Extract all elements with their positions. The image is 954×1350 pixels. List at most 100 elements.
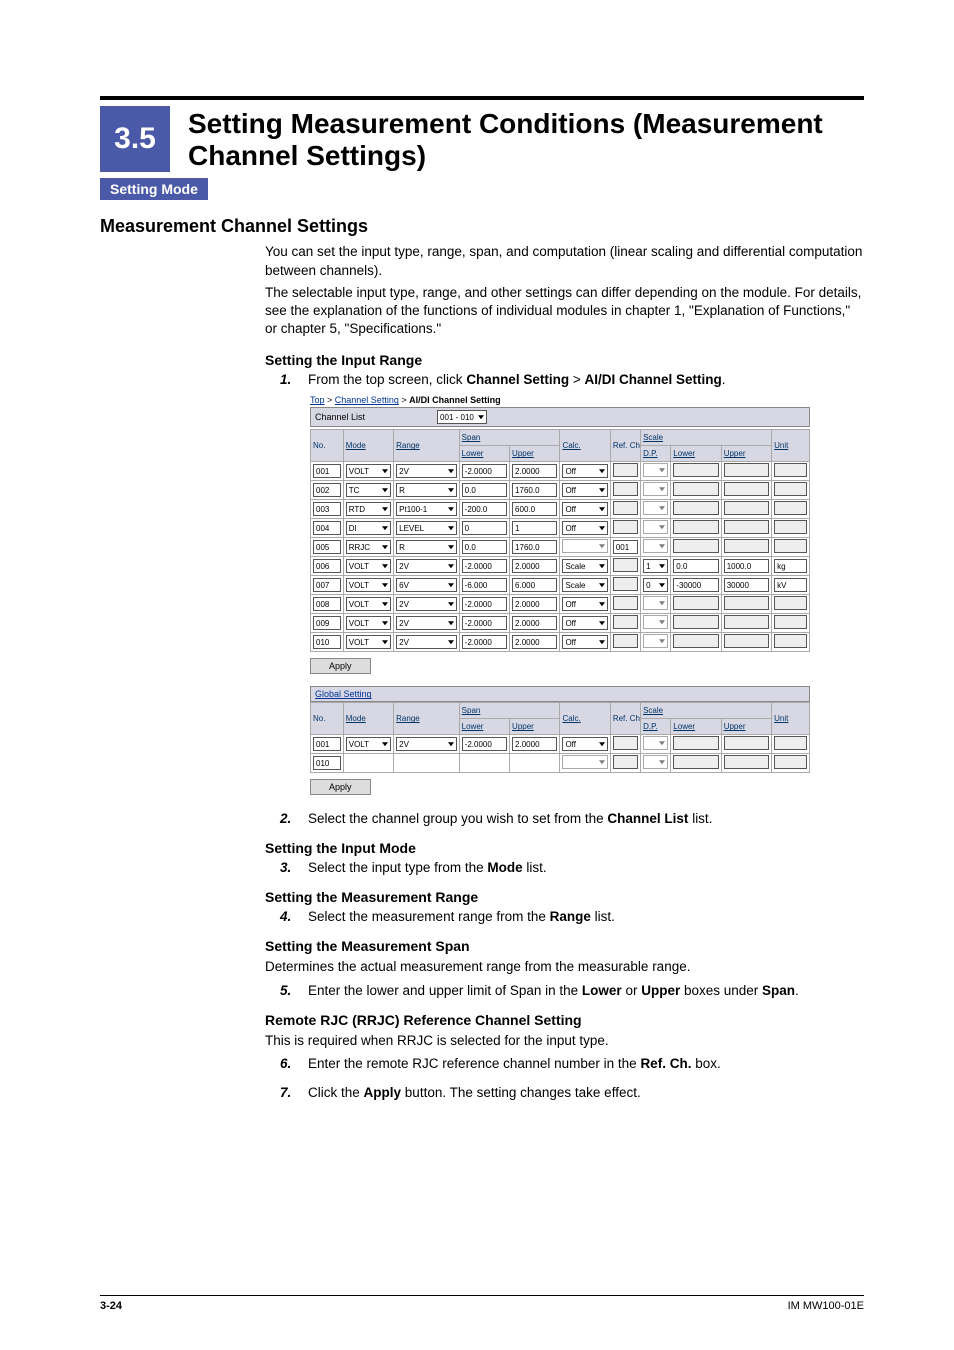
breadcrumb-top[interactable]: Top [310,395,325,405]
cell-scale-lower[interactable] [671,735,721,754]
cell-refch[interactable] [610,614,640,633]
cell-lower[interactable]: -6.000 [459,576,509,595]
cell-unit[interactable]: kV [772,576,810,595]
col-scale[interactable]: Scale [641,430,772,446]
cell-calc[interactable]: Off [560,500,610,519]
cell-refch[interactable] [610,576,640,595]
cell-range[interactable]: 2V [394,557,460,576]
cell-scale-lower[interactable] [671,614,721,633]
global-setting-header[interactable]: Global Setting [310,686,810,702]
cell-scale-lower[interactable] [671,481,721,500]
cell-unit[interactable] [772,595,810,614]
cell-calc[interactable] [560,754,610,773]
cell-lower[interactable]: -2.0000 [459,633,509,652]
cell-dp[interactable] [641,481,671,500]
cell-mode[interactable]: DI [343,519,393,538]
cell-dp[interactable] [641,754,671,773]
cell-unit[interactable] [772,614,810,633]
cell-upper[interactable]: 2.0000 [510,462,560,481]
cell-calc[interactable]: Off [560,519,610,538]
cell-refch[interactable] [610,519,640,538]
cell-refch[interactable]: 001 [610,538,640,557]
cell-calc[interactable]: Off [560,481,610,500]
col-scale-lower[interactable]: Lower [671,446,721,462]
cell-upper[interactable]: 600.0 [510,500,560,519]
cell-lower[interactable]: 0 [459,519,509,538]
cell-upper[interactable] [510,754,560,773]
cell-refch[interactable] [610,481,640,500]
cell-unit[interactable] [772,754,810,773]
cell-lower[interactable]: -2.0000 [459,595,509,614]
cell-range[interactable]: 2V [394,462,460,481]
cell-mode[interactable]: VOLT [343,633,393,652]
cell-calc[interactable]: Off [560,614,610,633]
cell-scale-upper[interactable] [721,519,771,538]
cell-scale-lower[interactable] [671,519,721,538]
cell-scale-upper[interactable] [721,462,771,481]
cell-scale-lower[interactable] [671,538,721,557]
cell-unit[interactable] [772,500,810,519]
cell-unit[interactable] [772,735,810,754]
apply-button-global[interactable]: Apply [310,779,371,795]
cell-unit[interactable] [772,633,810,652]
cell-refch[interactable] [610,462,640,481]
col-upper[interactable]: Upper [510,719,560,735]
cell-range[interactable]: R [394,538,460,557]
cell-scale-upper[interactable]: 1000.0 [721,557,771,576]
cell-refch[interactable] [610,557,640,576]
cell-mode[interactable]: VOLT [343,595,393,614]
cell-scale-upper[interactable] [721,735,771,754]
col-scale-upper[interactable]: Upper [721,446,771,462]
col-lower[interactable]: Lower [459,719,509,735]
cell-calc[interactable]: Off [560,735,610,754]
cell-mode[interactable]: RTD [343,500,393,519]
col-upper[interactable]: Upper [510,446,560,462]
cell-dp[interactable] [641,500,671,519]
cell-calc[interactable]: Off [560,633,610,652]
cell-upper[interactable]: 2.0000 [510,633,560,652]
cell-mode[interactable] [343,754,393,773]
col-scale-lower[interactable]: Lower [671,719,721,735]
cell-upper[interactable]: 1760.0 [510,481,560,500]
cell-unit[interactable]: kg [772,557,810,576]
cell-scale-upper[interactable] [721,633,771,652]
cell-scale-upper[interactable] [721,538,771,557]
cell-dp[interactable]: 0 [641,576,671,595]
cell-upper[interactable]: 2.0000 [510,614,560,633]
cell-unit[interactable] [772,481,810,500]
cell-upper[interactable]: 2.0000 [510,557,560,576]
cell-calc[interactable]: Scale [560,557,610,576]
cell-mode[interactable]: VOLT [343,462,393,481]
cell-dp[interactable] [641,735,671,754]
col-span[interactable]: Span [459,430,560,446]
col-dp[interactable]: D.P. [641,719,671,735]
cell-scale-lower[interactable] [671,462,721,481]
cell-mode[interactable]: TC [343,481,393,500]
cell-scale-lower[interactable]: -30000 [671,576,721,595]
col-dp[interactable]: D.P. [641,446,671,462]
apply-button[interactable]: Apply [310,658,371,674]
cell-range[interactable]: LEVEL [394,519,460,538]
cell-range[interactable]: 2V [394,595,460,614]
cell-unit[interactable] [772,462,810,481]
cell-range[interactable]: Pt100-1 [394,500,460,519]
cell-refch[interactable] [610,633,640,652]
cell-lower[interactable]: 0.0 [459,481,509,500]
cell-refch[interactable] [610,595,640,614]
col-unit[interactable]: Unit [772,430,810,462]
cell-scale-lower[interactable] [671,754,721,773]
cell-range[interactable]: 2V [394,614,460,633]
cell-calc[interactable]: Off [560,595,610,614]
cell-scale-lower[interactable] [671,633,721,652]
cell-range[interactable]: 6V [394,576,460,595]
col-scale[interactable]: Scale [641,703,772,719]
cell-dp[interactable] [641,462,671,481]
cell-mode[interactable]: RRJC [343,538,393,557]
cell-refch[interactable] [610,500,640,519]
cell-unit[interactable] [772,519,810,538]
cell-upper[interactable]: 2.0000 [510,735,560,754]
channel-list-select[interactable]: 001 - 010 [437,410,487,424]
cell-upper[interactable]: 2.0000 [510,595,560,614]
cell-dp[interactable] [641,614,671,633]
cell-calc[interactable] [560,538,610,557]
